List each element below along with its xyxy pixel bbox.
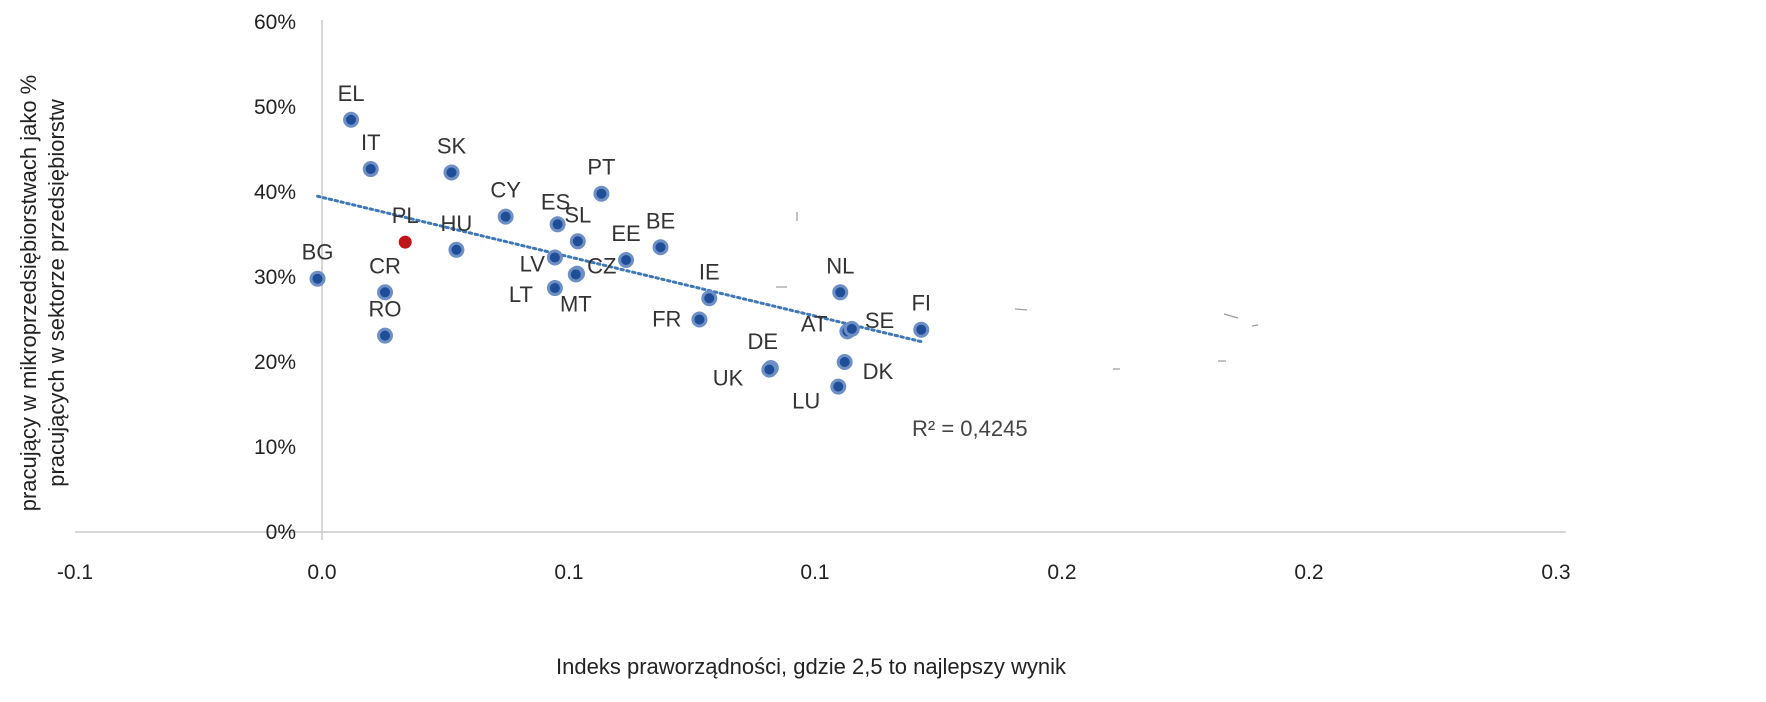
x-tick-label: 0.3 [1541, 561, 1570, 584]
point-label-se: SE [865, 308, 894, 333]
point-label-hu: HU [441, 211, 473, 236]
y-axis-title-line-1: pracujący w mikroprzedsiębiorstwach jako… [16, 75, 41, 512]
point-label-de: DE [748, 329, 779, 354]
data-point-lv [546, 249, 563, 266]
r-squared-annotation: R² = 0,4245 [912, 416, 1028, 441]
point-label-pt: PT [587, 155, 615, 180]
point-label-sk: SK [437, 133, 467, 158]
point-label-dk: DK [863, 359, 894, 384]
x-tick-label: 0.2 [1047, 561, 1076, 584]
data-point-fi [913, 321, 930, 338]
data-point-lt [546, 280, 563, 297]
data-point-uk [761, 361, 778, 378]
point-label-fr: FR [652, 307, 681, 332]
label-leader-lines [776, 212, 1259, 370]
point-label-fi: FI [911, 291, 931, 316]
data-point-hu [448, 241, 465, 258]
point-label-lv: LV [520, 251, 546, 276]
point-label-cr: CR [369, 253, 401, 278]
data-points [309, 111, 930, 395]
data-point-cy [497, 208, 514, 225]
point-label-pl: PL [392, 203, 419, 228]
data-point-fr [691, 311, 708, 328]
point-label-lt: LT [509, 282, 533, 307]
point-label-ro: RO [369, 297, 402, 322]
y-tick-label: 30% [254, 266, 296, 289]
point-label-ee: EE [611, 221, 640, 246]
point-label-bg: BG [302, 240, 334, 265]
data-point-mt [567, 266, 584, 283]
y-tick-label: 50% [254, 96, 296, 119]
leader-line-at [1223, 313, 1239, 319]
point-label-el: EL [338, 81, 365, 106]
leader-line-se [1251, 324, 1259, 327]
point-label-at: AT [801, 311, 827, 336]
axes [75, 20, 1566, 540]
data-point-be [652, 239, 669, 256]
data-point-nl [832, 284, 849, 301]
y-tick-labels: 0% 10% 20% 30% 40% 50% 60% [254, 11, 296, 544]
point-label-it: IT [361, 130, 381, 155]
x-tick-label: -0.1 [57, 561, 93, 584]
data-point-pt [593, 185, 610, 202]
point-label-be: BE [646, 208, 675, 233]
x-tick-label: 0.0 [307, 561, 336, 584]
x-tick-label: 0.2 [1294, 561, 1323, 584]
leader-line-fr [1014, 308, 1028, 311]
data-point-ee [618, 252, 635, 268]
data-point-ro [377, 327, 394, 344]
point-label-cy: CY [490, 178, 521, 203]
point-label-mt: MT [560, 291, 592, 316]
point-label-es: ES [541, 189, 570, 214]
y-tick-label: 60% [254, 11, 296, 34]
trendline [316, 194, 923, 344]
x-axis-title: Indeks praworządności, gdzie 2,5 to najl… [556, 654, 1067, 679]
data-point-el [343, 111, 360, 128]
point-label-uk: UK [713, 366, 744, 391]
data-point-se [843, 320, 860, 337]
data-point-dk [836, 354, 853, 370]
data-point-sk [443, 164, 460, 181]
data-point-es [549, 216, 566, 233]
x-tick-label: 0.1 [800, 561, 829, 584]
y-axis-title-group: pracujący w mikroprzedsiębiorstwach jako… [16, 75, 69, 512]
y-tick-label: 10% [254, 436, 296, 459]
y-tick-label: 0% [266, 521, 296, 544]
point-label-sl: SL [564, 202, 591, 227]
data-point-cr [377, 284, 394, 301]
data-point-sl [569, 233, 586, 250]
data-point-ie [701, 290, 718, 307]
x-tick-labels: -0.1 0.0 0.1 0.1 0.2 0.2 0.3 [57, 561, 1571, 584]
y-tick-label: 40% [254, 181, 296, 204]
y-axis-title-line-2: pracujących w sektorze przedsiębiorstw [44, 99, 69, 487]
data-point-pl [398, 235, 412, 249]
point-label-ie: IE [699, 259, 720, 284]
data-point-lu [830, 378, 847, 395]
point-label-cz: CZ [587, 254, 616, 279]
y-tick-label: 20% [254, 351, 296, 374]
x-tick-label: 0.1 [554, 561, 583, 584]
data-point-bg [309, 270, 326, 287]
point-label-nl: NL [826, 253, 854, 278]
point-label-lu: LU [792, 389, 820, 414]
data-point-it [362, 161, 379, 178]
